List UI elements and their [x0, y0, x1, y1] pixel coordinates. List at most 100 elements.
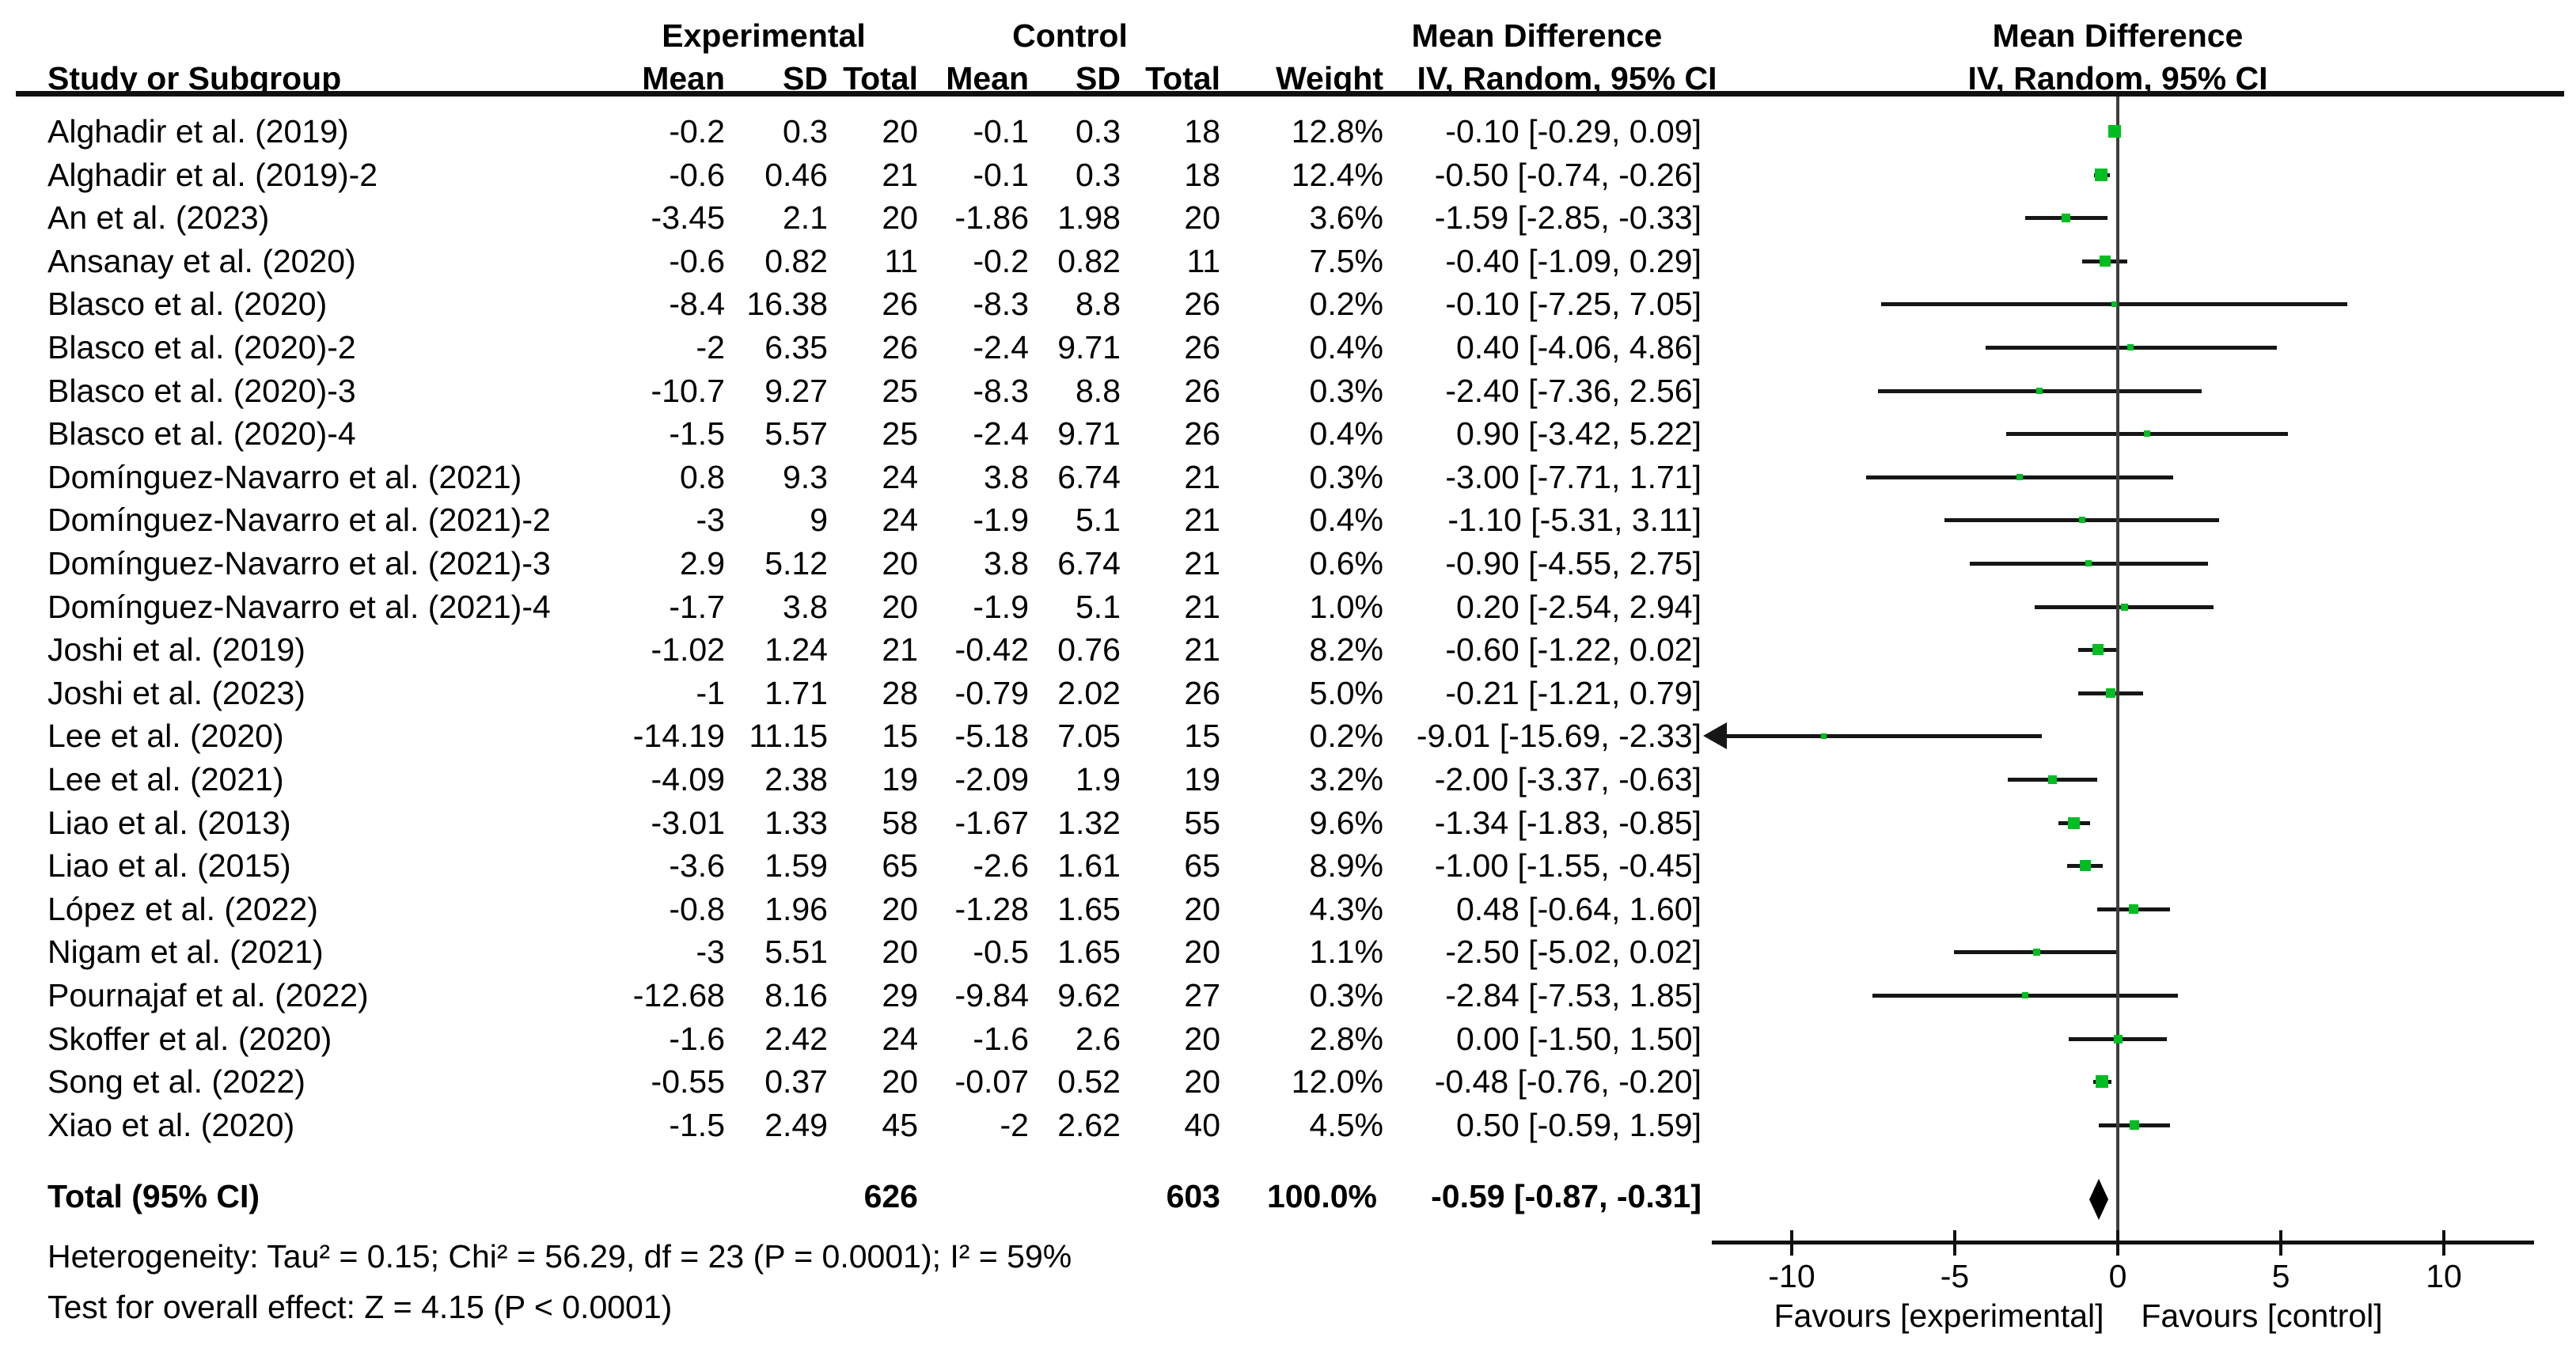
- header-rule: [16, 91, 2564, 97]
- cell-ctl-mean: -2.6: [973, 847, 1029, 884]
- cell-md-ci-text: -0.60 [-1.22, 0.02]: [1445, 631, 1702, 668]
- cell-ctl-mean: -5.18: [954, 718, 1029, 754]
- cell-md-ci-text: -3.00 [-7.71, 1.71]: [1445, 459, 1702, 495]
- study-name: Nigam et al. (2021): [47, 934, 324, 970]
- cell-weight: 0.3%: [1309, 977, 1383, 1013]
- cell-ctl-total: 20: [1184, 1021, 1220, 1057]
- cell-ctl-total: 65: [1184, 847, 1220, 884]
- cell-weight: 0.4%: [1309, 502, 1383, 538]
- cell-ctl-mean: -0.07: [954, 1063, 1029, 1100]
- study-name: Domínguez-Navarro et al. (2021)-2: [47, 502, 551, 538]
- cell-ctl-mean: -0.1: [973, 113, 1029, 150]
- cell-ctl-sd: 7.05: [1057, 718, 1121, 754]
- col-header-iv-random-right: IV, Random, 95% CI: [1967, 60, 2268, 97]
- col-header-study-or-subgroup: Study or Subgroup: [47, 60, 342, 97]
- cell-ctl-sd: 0.76: [1057, 631, 1121, 668]
- cell-ctl-total: 26: [1184, 373, 1220, 409]
- col-header-sd-1: SD: [783, 60, 828, 97]
- ci-clipped-left-arrow-icon: [1703, 722, 1727, 749]
- cell-ctl-sd: 1.61: [1057, 847, 1121, 884]
- cell-weight: 0.3%: [1309, 459, 1383, 495]
- cell-ctl-mean: -0.79: [954, 675, 1029, 711]
- cell-ctl-mean: -1.67: [954, 805, 1029, 841]
- cell-ctl-sd: 0.3: [1076, 113, 1121, 150]
- cell-md-ci-text: -2.00 [-3.37, -0.63]: [1434, 761, 1702, 797]
- cell-exp-sd: 5.57: [764, 415, 828, 452]
- cell-md-ci-text: 0.40 [-4.06, 4.86]: [1455, 329, 1702, 366]
- cell-exp-mean: -1.02: [651, 631, 725, 668]
- cell-ctl-sd: 0.82: [1057, 243, 1121, 279]
- study-name: An et al. (2023): [47, 199, 270, 236]
- cell-exp-sd: 0.37: [764, 1063, 828, 1100]
- cell-ctl-total: 20: [1184, 934, 1220, 970]
- total-ci-text: -0.59 [-0.87, -0.31]: [1431, 1178, 1702, 1214]
- cell-md-ci-text: -0.90 [-4.55, 2.75]: [1445, 545, 1702, 582]
- effect-square: [2033, 949, 2040, 956]
- cell-exp-sd: 1.59: [764, 847, 828, 884]
- cell-exp-mean: -1.6: [669, 1021, 725, 1057]
- cell-exp-mean: -10.7: [651, 373, 725, 409]
- cell-exp-total: 20: [882, 1063, 918, 1100]
- cell-md-ci-text: 0.20 [-2.54, 2.94]: [1455, 589, 1702, 625]
- cell-ctl-total: 21: [1184, 459, 1220, 495]
- study-name: Blasco et al. (2020)-4: [47, 415, 356, 452]
- cell-exp-sd: 16.38: [746, 286, 828, 322]
- effect-square: [2022, 992, 2028, 998]
- cell-ctl-mean: -9.84: [954, 977, 1029, 1013]
- cell-exp-sd: 6.35: [764, 329, 828, 366]
- cell-exp-sd: 5.12: [764, 545, 828, 582]
- cell-md-ci-text: -0.21 [-1.21, 0.79]: [1445, 675, 1702, 711]
- cell-exp-total: 24: [882, 1021, 918, 1057]
- cell-exp-total: 58: [882, 805, 918, 841]
- cell-ctl-sd: 6.74: [1057, 459, 1121, 495]
- cell-weight: 12.4%: [1291, 157, 1383, 193]
- cell-exp-sd: 2.1: [783, 199, 828, 236]
- cell-ctl-total: 40: [1184, 1107, 1220, 1143]
- cell-weight: 0.3%: [1309, 373, 1383, 409]
- cell-ctl-total: 21: [1184, 589, 1220, 625]
- cell-weight: 8.9%: [1309, 847, 1383, 884]
- cell-ctl-sd: 1.65: [1057, 934, 1121, 970]
- study-name: Alghadir et al. (2019): [47, 113, 349, 150]
- study-name: Song et al. (2022): [47, 1063, 305, 1100]
- cell-exp-sd: 3.8: [783, 589, 828, 625]
- cell-ctl-mean: -8.3: [973, 286, 1029, 322]
- col-header-total-5: Total: [1145, 60, 1220, 97]
- cell-ctl-sd: 2.6: [1076, 1021, 1121, 1057]
- effect-square: [2100, 256, 2111, 267]
- cell-md-ci-text: -2.50 [-5.02, 0.02]: [1445, 934, 1702, 970]
- cell-ctl-total: 20: [1184, 1063, 1220, 1100]
- cell-weight: 3.6%: [1309, 199, 1383, 236]
- cell-exp-sd: 9: [810, 502, 828, 538]
- cell-ctl-mean: -0.2: [973, 243, 1029, 279]
- cell-exp-mean: -0.2: [669, 113, 725, 150]
- cell-md-ci-text: -0.10 [-7.25, 7.05]: [1445, 286, 1702, 322]
- cell-exp-sd: 1.96: [764, 891, 828, 927]
- cell-exp-mean: -3: [696, 502, 725, 538]
- cell-ctl-sd: 8.8: [1076, 286, 1121, 322]
- cell-md-ci-text: 0.90 [-3.42, 5.22]: [1455, 415, 1702, 452]
- effect-square: [2036, 388, 2043, 394]
- cell-exp-mean: -3.01: [651, 805, 725, 841]
- cell-exp-sd: 5.51: [764, 934, 828, 970]
- cell-weight: 0.2%: [1309, 718, 1383, 754]
- total-row-label: Total (95% CI): [47, 1178, 260, 1214]
- cell-ctl-mean: -2: [1000, 1107, 1029, 1143]
- study-name: Lee et al. (2020): [47, 718, 284, 754]
- study-name: Blasco et al. (2020)-2: [47, 329, 356, 366]
- cell-exp-sd: 0.82: [764, 243, 828, 279]
- cell-ctl-sd: 1.9: [1076, 761, 1121, 797]
- cell-weight: 0.4%: [1309, 329, 1383, 366]
- effect-square: [2085, 560, 2092, 566]
- cell-exp-sd: 1.33: [764, 805, 828, 841]
- favours-experimental-label: Favours [experimental]: [1774, 1297, 2104, 1334]
- cell-exp-total: 28: [882, 675, 918, 711]
- cell-weight: 9.6%: [1309, 805, 1383, 841]
- cell-md-ci-text: -0.40 [-1.09, 0.29]: [1445, 243, 1702, 279]
- cell-ctl-sd: 1.98: [1057, 199, 1121, 236]
- cell-ctl-sd: 1.32: [1057, 805, 1121, 841]
- effect-square: [2048, 775, 2057, 784]
- cell-exp-mean: -0.55: [651, 1063, 725, 1100]
- cell-ctl-mean: -1.6: [973, 1021, 1029, 1057]
